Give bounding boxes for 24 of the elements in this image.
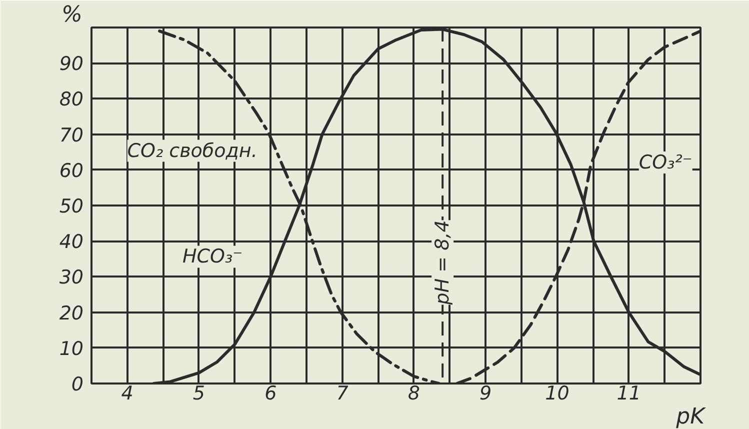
text: CO₃²⁻ — [638, 152, 692, 174]
x-tick-label: 9 — [480, 382, 492, 404]
x-tick-label: 8 — [408, 382, 420, 404]
y-tick-label: 70 — [59, 124, 84, 146]
y-tick-label: 0 — [71, 374, 84, 396]
y-tick-label: 20 — [59, 302, 84, 324]
y-tick-label: 30 — [59, 266, 84, 289]
y-tick-label: 80 — [59, 88, 84, 111]
y-tick-label: 50 — [59, 196, 84, 218]
y-tick-label: 90 — [59, 53, 84, 76]
x-tick-label: 10 — [545, 382, 570, 404]
x-tick-label: 5 — [192, 382, 206, 404]
ref-line-label: pH = 8,4 — [432, 220, 454, 306]
x-tick-label: 4 — [121, 382, 134, 404]
y-tick-label: 60 — [59, 160, 84, 182]
y-tick-label: 10 — [59, 338, 84, 360]
y-tick-label: 40 — [59, 231, 84, 254]
x-tick-label: 6 — [264, 382, 277, 404]
x-tick-label: 7 — [336, 382, 348, 404]
x-axis-title: pK — [675, 404, 706, 429]
y-axis-title: % — [62, 2, 82, 28]
series-label: CO₂ свободн. — [127, 140, 258, 162]
x-tick-label: 11 — [616, 382, 641, 404]
series-label: HCO₃⁻ — [182, 246, 243, 268]
